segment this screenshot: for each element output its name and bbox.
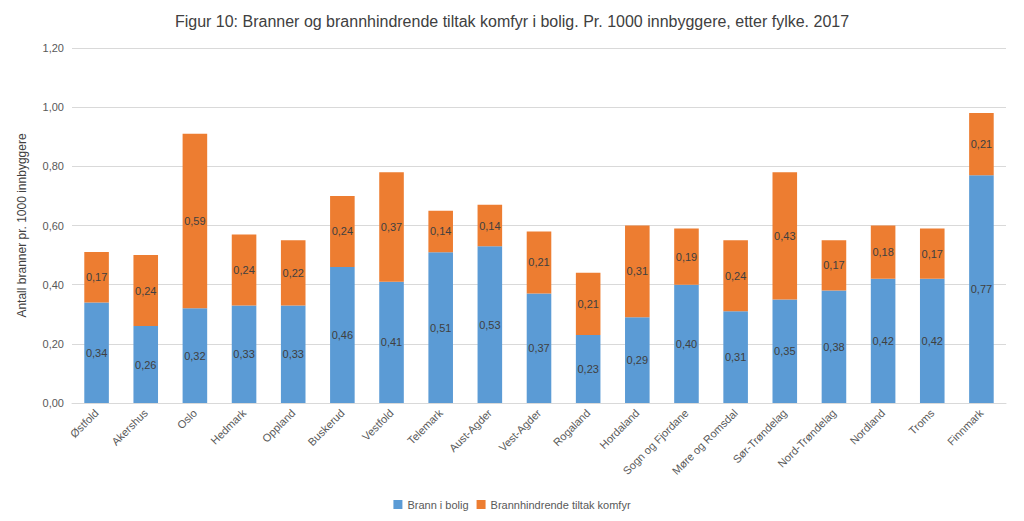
svg-text:0,22: 0,22 — [282, 267, 303, 279]
svg-text:0,24: 0,24 — [135, 285, 156, 297]
svg-text:0,80: 0,80 — [43, 160, 64, 172]
svg-text:0,43: 0,43 — [774, 230, 795, 242]
svg-text:0,17: 0,17 — [86, 271, 107, 283]
svg-text:Troms: Troms — [906, 406, 937, 437]
svg-text:0,14: 0,14 — [430, 225, 451, 237]
svg-text:Sogn og Fjordane: Sogn og Fjordane — [620, 406, 691, 477]
svg-text:0,37: 0,37 — [381, 221, 402, 233]
svg-text:0,38: 0,38 — [823, 341, 844, 353]
svg-text:Buskerud: Buskerud — [305, 407, 346, 448]
svg-text:1,00: 1,00 — [43, 101, 64, 113]
svg-text:0,31: 0,31 — [627, 265, 648, 277]
svg-text:Figur 10: Branner og brannhind: Figur 10: Branner og brannhindrende tilt… — [175, 13, 849, 30]
svg-text:Brannhindrende tiltak komfyr: Brannhindrende tiltak komfyr — [491, 499, 631, 511]
svg-text:0,33: 0,33 — [233, 348, 254, 360]
svg-text:0,21: 0,21 — [577, 298, 598, 310]
svg-text:1,20: 1,20 — [43, 42, 64, 54]
svg-text:0,23: 0,23 — [577, 363, 598, 375]
svg-text:0,51: 0,51 — [430, 322, 451, 334]
svg-text:0,17: 0,17 — [922, 248, 943, 260]
svg-text:Telemark: Telemark — [405, 406, 445, 446]
svg-text:0,19: 0,19 — [676, 251, 697, 263]
svg-text:0,34: 0,34 — [86, 347, 107, 359]
svg-text:0,29: 0,29 — [627, 354, 648, 366]
svg-text:Hedmark: Hedmark — [208, 406, 248, 446]
svg-text:0,46: 0,46 — [332, 329, 353, 341]
svg-text:0,17: 0,17 — [823, 259, 844, 271]
svg-text:0,20: 0,20 — [43, 338, 64, 350]
svg-text:0,24: 0,24 — [725, 270, 746, 282]
svg-text:Rogaland: Rogaland — [551, 407, 593, 449]
svg-text:Akershus: Akershus — [109, 406, 150, 447]
svg-text:Vest-Agder: Vest-Agder — [496, 407, 543, 454]
svg-text:0,33: 0,33 — [282, 348, 303, 360]
svg-text:0,24: 0,24 — [332, 225, 353, 237]
svg-text:0,21: 0,21 — [528, 256, 549, 268]
svg-text:0,37: 0,37 — [528, 342, 549, 354]
svg-text:Antall branner pr. 1000 innbyg: Antall branner pr. 1000 innbyggere — [15, 133, 29, 317]
svg-text:0,35: 0,35 — [774, 345, 795, 357]
svg-text:Finnmark: Finnmark — [945, 406, 986, 447]
svg-text:Brann i bolig: Brann i bolig — [407, 499, 468, 511]
svg-text:Oslo: Oslo — [175, 407, 199, 431]
svg-text:0,26: 0,26 — [135, 359, 156, 371]
svg-text:0,24: 0,24 — [233, 264, 254, 276]
svg-text:0,42: 0,42 — [922, 335, 943, 347]
svg-text:0,40: 0,40 — [676, 338, 697, 350]
svg-text:0,32: 0,32 — [184, 350, 205, 362]
svg-text:Møre og Romsdal: Møre og Romsdal — [670, 407, 740, 477]
svg-text:Oppland: Oppland — [260, 407, 298, 445]
svg-text:0,18: 0,18 — [872, 246, 893, 258]
svg-text:Vestfold: Vestfold — [360, 407, 396, 443]
svg-text:Nordland: Nordland — [847, 407, 887, 447]
svg-text:0,53: 0,53 — [479, 319, 500, 331]
svg-text:Østfold: Østfold — [68, 407, 101, 440]
svg-text:0,31: 0,31 — [725, 351, 746, 363]
svg-text:0,42: 0,42 — [872, 335, 893, 347]
svg-text:Hordaland: Hordaland — [597, 407, 641, 451]
svg-text:0,00: 0,00 — [43, 397, 64, 409]
svg-text:0,59: 0,59 — [184, 215, 205, 227]
svg-text:0,41: 0,41 — [381, 336, 402, 348]
svg-text:0,14: 0,14 — [479, 220, 500, 232]
svg-text:0,40: 0,40 — [43, 279, 64, 291]
svg-text:Sør-Trøndelag: Sør-Trøndelag — [730, 406, 789, 466]
svg-text:0,60: 0,60 — [43, 220, 64, 232]
svg-text:Aust-Agder: Aust-Agder — [447, 407, 495, 455]
svg-text:0,21: 0,21 — [971, 138, 992, 150]
svg-text:Nord-Trøndelag: Nord-Trøndelag — [775, 407, 838, 470]
svg-text:0,77: 0,77 — [971, 283, 992, 295]
